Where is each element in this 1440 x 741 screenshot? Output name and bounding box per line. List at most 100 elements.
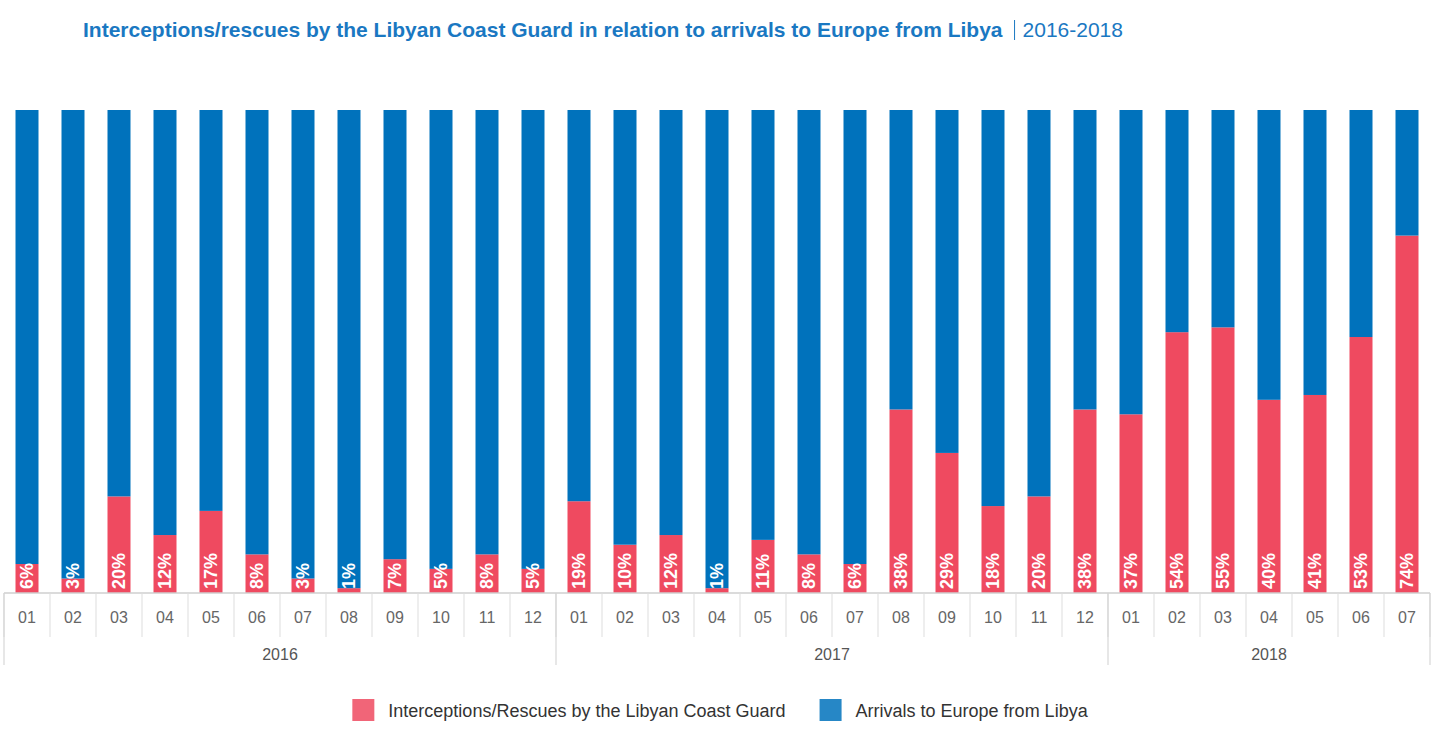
tick-label: 03 bbox=[110, 609, 128, 626]
data-label: 74% bbox=[1397, 553, 1417, 589]
tick-line bbox=[1246, 593, 1247, 637]
tick-label: 05 bbox=[754, 609, 772, 626]
data-label: 5% bbox=[523, 563, 543, 589]
group-label: 2016 bbox=[262, 646, 298, 663]
data-label: 11% bbox=[753, 554, 773, 589]
bar-segment bbox=[430, 110, 453, 569]
tick-label: 03 bbox=[1214, 609, 1232, 626]
tick-label: 04 bbox=[708, 609, 726, 626]
data-label: 29% bbox=[937, 553, 957, 589]
tick-label: 03 bbox=[662, 609, 680, 626]
data-label: 1% bbox=[707, 563, 727, 589]
subtitle: 2016-2018 bbox=[1023, 18, 1123, 41]
data-label: 54% bbox=[1167, 553, 1187, 589]
bar-segment bbox=[1396, 236, 1419, 593]
tick-line bbox=[280, 593, 281, 637]
tick-label: 07 bbox=[1398, 609, 1416, 626]
bar-segment bbox=[1304, 395, 1327, 593]
bar-segment bbox=[1120, 414, 1143, 593]
bar-segment bbox=[1350, 110, 1373, 337]
bar-segment bbox=[936, 453, 959, 593]
data-label: 6% bbox=[17, 563, 37, 589]
bar-segment bbox=[1074, 409, 1097, 593]
bar-segment bbox=[1120, 110, 1143, 414]
data-label: 6% bbox=[845, 563, 865, 589]
bar-segment bbox=[1396, 110, 1419, 236]
tick-line bbox=[1062, 593, 1063, 637]
bar-segment bbox=[1166, 332, 1189, 593]
tick-label: 08 bbox=[340, 609, 358, 626]
data-label: 3% bbox=[293, 563, 313, 589]
tick-line bbox=[1384, 593, 1385, 637]
data-label: 10% bbox=[615, 553, 635, 589]
tick-label: 06 bbox=[248, 609, 266, 626]
bar-segment bbox=[798, 554, 821, 593]
bar-segment bbox=[1212, 327, 1235, 593]
bar-segment bbox=[1166, 110, 1189, 332]
tick-line bbox=[142, 593, 143, 637]
group-label: 2018 bbox=[1251, 646, 1287, 663]
bar-segment bbox=[1212, 110, 1235, 327]
bar-segment bbox=[844, 110, 867, 564]
tick-line bbox=[786, 593, 787, 637]
group-separator bbox=[556, 593, 557, 665]
tick-line bbox=[878, 593, 879, 637]
bar-segment bbox=[1350, 337, 1373, 593]
tick-line bbox=[832, 593, 833, 637]
bar-segment bbox=[1304, 110, 1327, 395]
tick-label: 11 bbox=[479, 609, 496, 626]
bar-segment bbox=[292, 110, 315, 579]
tick-line bbox=[1016, 593, 1017, 637]
legend-label: Arrivals to Europe from Libya bbox=[856, 701, 1089, 721]
x-axis: 0102030405060708091011120102030405060708… bbox=[4, 593, 1430, 665]
bar-segment bbox=[16, 110, 39, 564]
bar-segment bbox=[108, 110, 131, 496]
bar-segment bbox=[246, 554, 269, 593]
tick-line bbox=[602, 593, 603, 637]
bar-segment bbox=[1028, 496, 1051, 593]
bar-segment bbox=[614, 110, 637, 545]
bar-segment bbox=[798, 110, 821, 554]
tick-label: 06 bbox=[1352, 609, 1370, 626]
bar-segment bbox=[338, 110, 361, 588]
bar-segment bbox=[890, 110, 913, 409]
tick-label: 05 bbox=[1306, 609, 1324, 626]
data-label: 12% bbox=[661, 553, 681, 589]
bar-segment bbox=[200, 511, 223, 593]
bar-segment bbox=[200, 110, 223, 511]
tick-line bbox=[188, 593, 189, 637]
legend-item: Interceptions/Rescues by the Libyan Coas… bbox=[352, 699, 785, 721]
bar-segment bbox=[660, 110, 683, 535]
bar-segment bbox=[936, 110, 959, 453]
data-label: 8% bbox=[477, 563, 497, 589]
bar-segment bbox=[568, 110, 591, 501]
data-label: 55% bbox=[1213, 553, 1233, 589]
bar-segment bbox=[1074, 110, 1097, 409]
tick-label: 08 bbox=[892, 609, 910, 626]
bar-segment bbox=[982, 506, 1005, 593]
bar-segment bbox=[752, 110, 775, 540]
title: Interceptions/rescues by the Libyan Coas… bbox=[83, 18, 1003, 41]
bar-segment bbox=[154, 535, 177, 593]
legend-item: Arrivals to Europe from Libya bbox=[820, 699, 1089, 721]
bar-segment bbox=[246, 110, 269, 554]
legend-swatch bbox=[352, 699, 374, 721]
data-label: 7% bbox=[385, 563, 405, 589]
data-label: 38% bbox=[891, 553, 911, 589]
tick-line bbox=[1292, 593, 1293, 637]
data-label: 1% bbox=[339, 563, 359, 589]
tick-label: 04 bbox=[1260, 609, 1278, 626]
tick-label: 04 bbox=[156, 609, 174, 626]
data-label: 12% bbox=[155, 553, 175, 589]
data-label: 38% bbox=[1075, 553, 1095, 589]
axis-line bbox=[4, 592, 1430, 594]
bar-segment bbox=[890, 409, 913, 593]
plot-area bbox=[16, 110, 1419, 593]
chart: Interceptions/rescues by the Libyan Coas… bbox=[0, 0, 1440, 741]
data-label: 19% bbox=[569, 553, 589, 589]
data-label: 8% bbox=[799, 563, 819, 589]
tick-line bbox=[1200, 593, 1201, 637]
bar-segment bbox=[660, 535, 683, 593]
bar-segment bbox=[982, 110, 1005, 506]
bar-segment bbox=[384, 559, 407, 593]
